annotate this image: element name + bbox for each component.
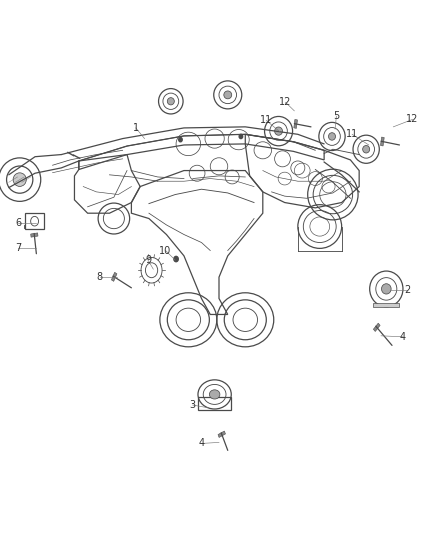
Ellipse shape — [13, 173, 26, 187]
Text: 10: 10 — [159, 246, 172, 255]
Text: 1: 1 — [133, 123, 139, 133]
Circle shape — [239, 134, 243, 139]
Ellipse shape — [381, 284, 391, 294]
Circle shape — [179, 138, 182, 142]
Ellipse shape — [328, 133, 336, 140]
Text: 6: 6 — [15, 218, 21, 228]
Ellipse shape — [167, 98, 174, 105]
Ellipse shape — [363, 146, 370, 153]
Polygon shape — [31, 233, 38, 237]
Polygon shape — [373, 303, 399, 307]
Text: 12: 12 — [279, 98, 292, 107]
Text: 8: 8 — [97, 272, 103, 282]
Polygon shape — [381, 137, 384, 146]
Ellipse shape — [275, 127, 283, 135]
Text: 9: 9 — [145, 255, 151, 265]
Text: 11: 11 — [260, 116, 272, 125]
Text: 4: 4 — [400, 332, 406, 342]
Text: 5: 5 — [333, 111, 339, 121]
Text: 12: 12 — [406, 115, 419, 124]
Text: 3: 3 — [190, 400, 196, 410]
Polygon shape — [218, 431, 226, 438]
Polygon shape — [111, 272, 117, 281]
Ellipse shape — [224, 91, 232, 99]
Circle shape — [174, 256, 178, 262]
Polygon shape — [373, 323, 380, 332]
Polygon shape — [294, 119, 297, 128]
Ellipse shape — [209, 390, 220, 399]
Text: 7: 7 — [15, 243, 21, 253]
Text: 2: 2 — [404, 286, 410, 295]
Text: 11: 11 — [346, 130, 358, 139]
Text: 4: 4 — [198, 439, 205, 448]
